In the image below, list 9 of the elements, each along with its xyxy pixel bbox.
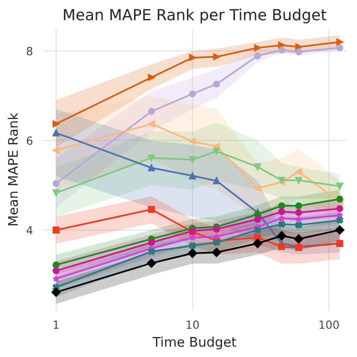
y-tick-label: 8 (26, 46, 32, 56)
x-tick-label: 100 (320, 320, 339, 329)
x-tick-label: 10 (186, 320, 199, 329)
chart-title: Mean MAPE Rank per Time Budget (64, 8, 326, 24)
x-axis-title: Time Budget (152, 336, 236, 350)
y-tick-label: 6 (26, 136, 32, 145)
x-tick-label: 1 (54, 320, 59, 329)
y-axis-title: Mean MAPE Rank (8, 112, 18, 226)
y-tick-label: 4 (26, 226, 32, 234)
